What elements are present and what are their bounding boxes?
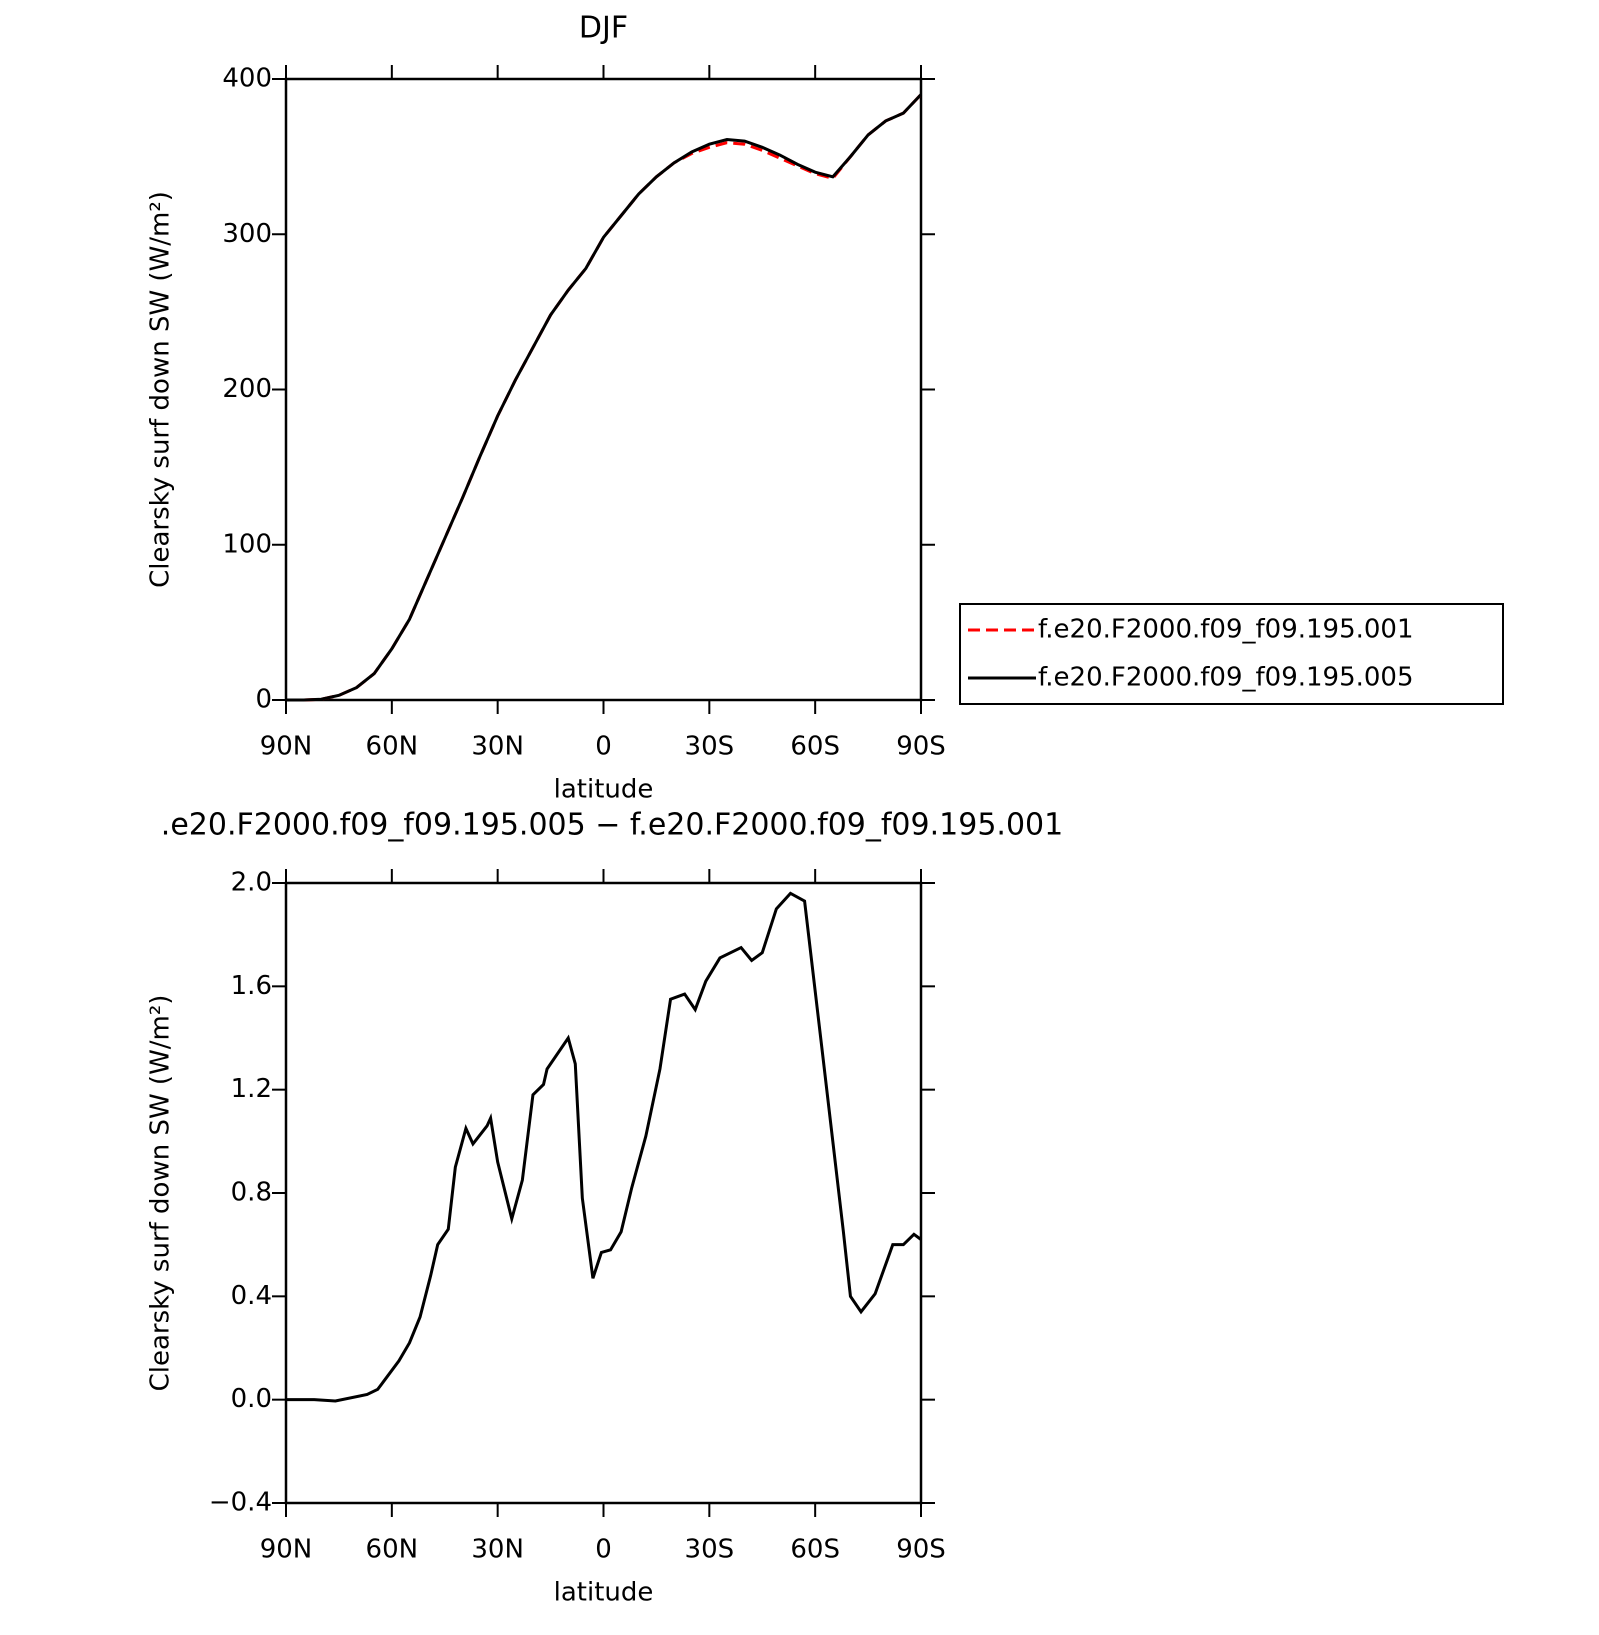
series-line <box>286 891 922 1403</box>
series-line <box>286 93 923 702</box>
x-tick-label: 90N <box>260 1535 313 1565</box>
x-tick-label: 90S <box>896 732 946 762</box>
y-tick-label: −0.4 <box>209 1488 272 1518</box>
y-tick-label: 0.4 <box>231 1281 272 1311</box>
chart-title: .e20.F2000.f09_f09.195.005 − f.e20.F2000… <box>161 808 1063 843</box>
x-tick-label: 90S <box>896 1535 946 1565</box>
chart-title: DJF <box>579 11 628 46</box>
y-tick-label: 200 <box>222 374 272 404</box>
y-axis-label: Clearsky surf down SW (W/m²) <box>146 995 176 1392</box>
y-tick-label: 400 <box>222 64 272 94</box>
x-tick-label: 60S <box>790 1535 840 1565</box>
y-tick-label: 1.6 <box>231 971 272 1001</box>
x-tick-label: 30N <box>471 732 524 762</box>
x-tick-label: 60N <box>366 732 419 762</box>
plot-frame <box>284 77 923 702</box>
legend-label: f.e20.F2000.f09_f09.195.001 <box>1038 615 1414 645</box>
x-tick-label: 30S <box>685 732 735 762</box>
y-tick-label: 2.0 <box>231 868 272 898</box>
x-tick-label: 30S <box>685 1535 735 1565</box>
x-tick-label: 30N <box>471 1535 524 1565</box>
plot-frame <box>284 881 923 1505</box>
x-tick-label: 0 <box>595 732 612 762</box>
series-line <box>286 93 923 702</box>
x-tick-label: 60N <box>366 1535 419 1565</box>
legend-label: f.e20.F2000.f09_f09.195.005 <box>1038 663 1414 693</box>
y-tick-label: 300 <box>222 219 272 249</box>
x-tick-label: 0 <box>595 1535 612 1565</box>
y-tick-label: 0.8 <box>231 1178 272 1208</box>
y-tick-label: 1.2 <box>231 1074 272 1104</box>
y-axis-label: Clearsky surf down SW (W/m²) <box>146 191 176 588</box>
x-axis-label: latitude <box>554 775 654 805</box>
x-axis-label: latitude <box>554 1578 654 1608</box>
y-tick-label: 100 <box>222 529 272 559</box>
legend-box <box>959 603 1504 705</box>
x-tick-label: 60S <box>790 732 840 762</box>
y-tick-label: 0.0 <box>231 1384 272 1414</box>
y-tick-label: 0 <box>255 685 272 715</box>
x-tick-label: 90N <box>260 732 313 762</box>
